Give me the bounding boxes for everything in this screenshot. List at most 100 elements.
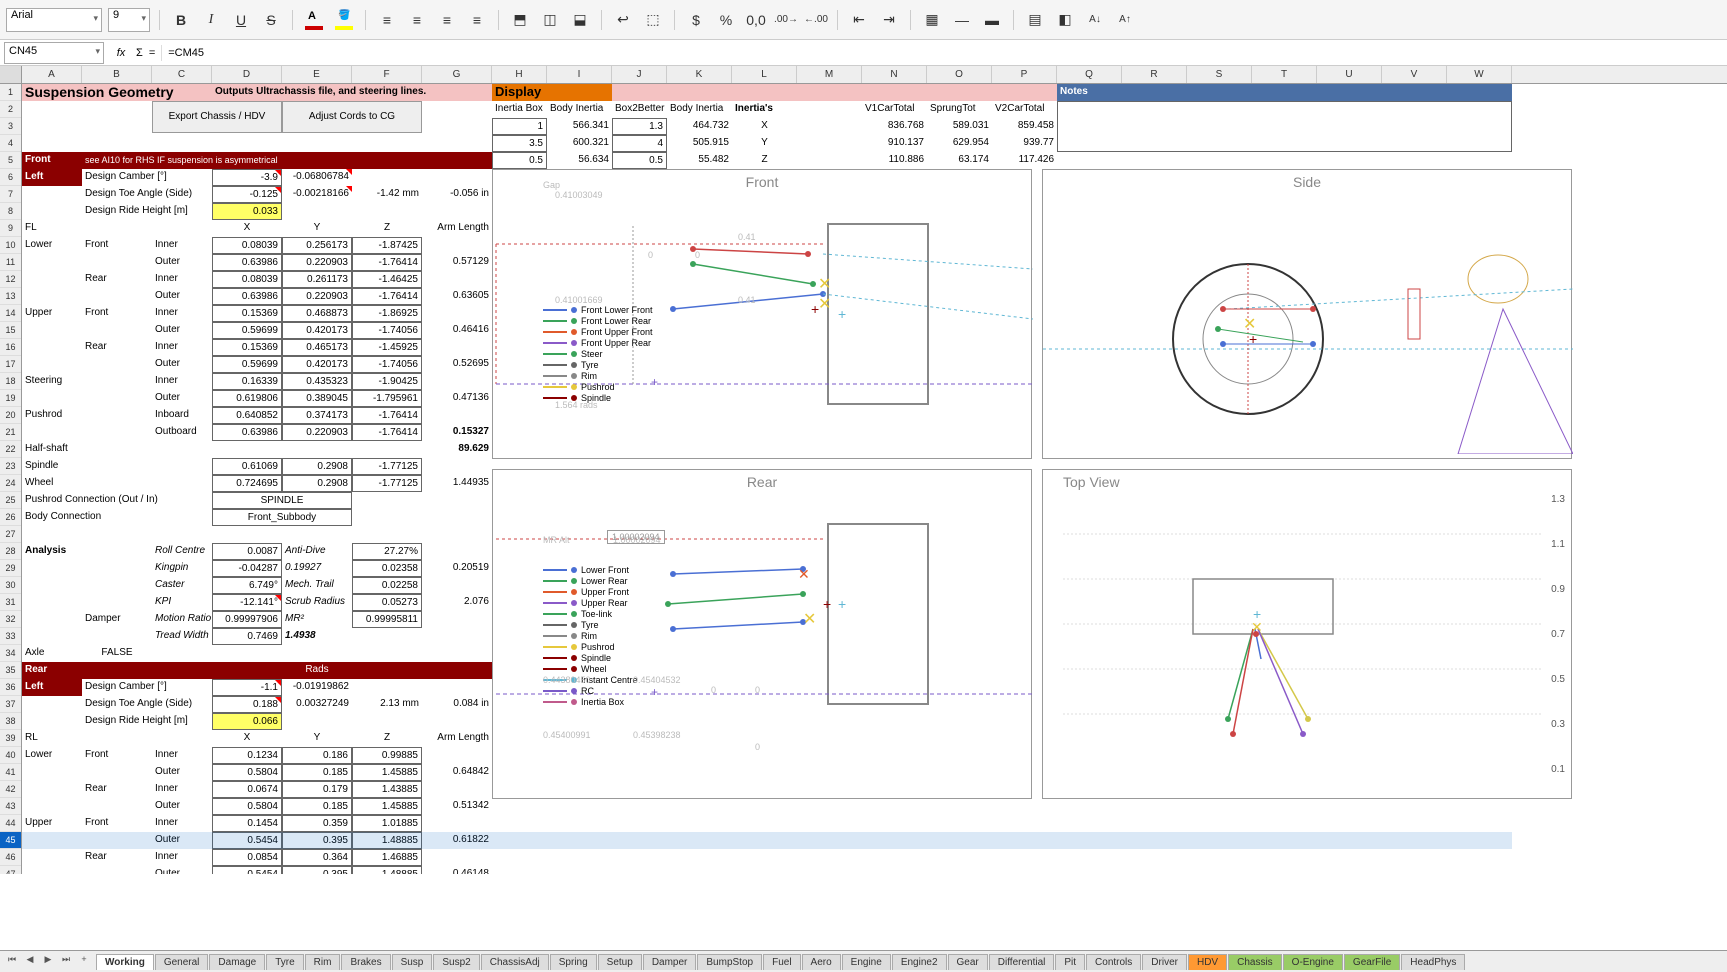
sheet-tab-chassisadj[interactable]: ChassisAdj xyxy=(481,954,549,970)
sheet-tab-rim[interactable]: Rim xyxy=(305,954,341,970)
align-left-button[interactable]: ≡ xyxy=(375,8,399,32)
row-header-27[interactable]: 27 xyxy=(0,526,21,543)
row-header-24[interactable]: 24 xyxy=(0,475,21,492)
row-header-38[interactable]: 38 xyxy=(0,713,21,730)
col-header-A[interactable]: A xyxy=(22,66,82,83)
sheet-tab-susp[interactable]: Susp xyxy=(392,954,433,970)
row-header-28[interactable]: 28 xyxy=(0,543,21,560)
sheet-tab-pit[interactable]: Pit xyxy=(1055,954,1085,970)
sheet-tab-tyre[interactable]: Tyre xyxy=(266,954,303,970)
row-header-36[interactable]: 36 xyxy=(0,679,21,696)
row-header-1[interactable]: 1 xyxy=(0,84,21,101)
col-header-O[interactable]: O xyxy=(927,66,992,83)
sheet-tab-gearfile[interactable]: GearFile xyxy=(1344,954,1400,970)
sheet-tab-gear[interactable]: Gear xyxy=(948,954,988,970)
row-header-35[interactable]: 35 xyxy=(0,662,21,679)
wrap-text-button[interactable]: ↩ xyxy=(611,8,635,32)
font-family-select[interactable]: Arial xyxy=(6,8,102,32)
align-center-button[interactable]: ≡ xyxy=(405,8,429,32)
row-header-46[interactable]: 46 xyxy=(0,849,21,866)
select-all-corner[interactable] xyxy=(0,66,22,83)
col-header-Q[interactable]: Q xyxy=(1057,66,1122,83)
valign-middle-button[interactable]: ◫ xyxy=(538,8,562,32)
align-justify-button[interactable]: ≡ xyxy=(465,8,489,32)
col-header-K[interactable]: K xyxy=(667,66,732,83)
row-header-9[interactable]: 9 xyxy=(0,220,21,237)
row-header-25[interactable]: 25 xyxy=(0,492,21,509)
bold-button[interactable]: B xyxy=(169,8,193,32)
sheet-tab-headphys[interactable]: HeadPhys xyxy=(1401,954,1465,970)
sheet-tab-fuel[interactable]: Fuel xyxy=(763,954,800,970)
sheet-tab-controls[interactable]: Controls xyxy=(1086,954,1141,970)
sheet-tab-susp2[interactable]: Susp2 xyxy=(433,954,479,970)
row-header-4[interactable]: 4 xyxy=(0,135,21,152)
sheet-tab-o-engine[interactable]: O-Engine xyxy=(1283,954,1343,970)
row-header-47[interactable]: 47 xyxy=(0,866,21,874)
sheet-tab-hdv[interactable]: HDV xyxy=(1188,954,1227,970)
currency-button[interactable]: $ xyxy=(684,8,708,32)
row-header-18[interactable]: 18 xyxy=(0,373,21,390)
col-header-I[interactable]: I xyxy=(547,66,612,83)
sheet-tab-general[interactable]: General xyxy=(155,954,209,970)
row-header-34[interactable]: 34 xyxy=(0,645,21,662)
autofilter-button[interactable]: ▤ xyxy=(1023,8,1047,32)
row-header-31[interactable]: 31 xyxy=(0,594,21,611)
col-header-L[interactable]: L xyxy=(732,66,797,83)
row-header-30[interactable]: 30 xyxy=(0,577,21,594)
sort-asc-button[interactable]: A↓ xyxy=(1083,8,1107,32)
decrease-decimal-button[interactable]: ←.00 xyxy=(804,8,828,32)
col-header-R[interactable]: R xyxy=(1122,66,1187,83)
borders-button[interactable]: ▦ xyxy=(920,8,944,32)
sheet-tab-brakes[interactable]: Brakes xyxy=(341,954,390,970)
col-header-U[interactable]: U xyxy=(1317,66,1382,83)
row-header-17[interactable]: 17 xyxy=(0,356,21,373)
adjust-cords-button[interactable]: Adjust Cords to CG xyxy=(282,101,422,133)
row-header-19[interactable]: 19 xyxy=(0,390,21,407)
sheet-tab-damage[interactable]: Damage xyxy=(209,954,265,970)
sheet-tab-setup[interactable]: Setup xyxy=(598,954,642,970)
col-header-F[interactable]: F xyxy=(352,66,422,83)
border-style-button[interactable]: — xyxy=(950,8,974,32)
row-header-26[interactable]: 26 xyxy=(0,509,21,526)
col-header-H[interactable]: H xyxy=(492,66,547,83)
col-header-W[interactable]: W xyxy=(1447,66,1512,83)
row-header-8[interactable]: 8 xyxy=(0,203,21,220)
fill-color-button[interactable]: 🪣 xyxy=(332,8,356,32)
tab-add-button[interactable]: + xyxy=(76,954,92,970)
row-header-40[interactable]: 40 xyxy=(0,747,21,764)
col-header-M[interactable]: M xyxy=(797,66,862,83)
name-box[interactable]: CN45 xyxy=(4,42,104,64)
italic-button[interactable]: I xyxy=(199,8,223,32)
sort-desc-button[interactable]: A↑ xyxy=(1113,8,1137,32)
formula-input[interactable]: =CM45 xyxy=(161,45,1727,61)
row-header-42[interactable]: 42 xyxy=(0,781,21,798)
col-header-D[interactable]: D xyxy=(212,66,282,83)
col-header-B[interactable]: B xyxy=(82,66,152,83)
row-header-44[interactable]: 44 xyxy=(0,815,21,832)
col-header-C[interactable]: C xyxy=(152,66,212,83)
col-header-V[interactable]: V xyxy=(1382,66,1447,83)
row-header-32[interactable]: 32 xyxy=(0,611,21,628)
comma-button[interactable]: 0,0 xyxy=(744,8,768,32)
row-header-2[interactable]: 2 xyxy=(0,101,21,118)
row-header-45[interactable]: 45 xyxy=(0,832,21,849)
row-header-5[interactable]: 5 xyxy=(0,152,21,169)
row-header-7[interactable]: 7 xyxy=(0,186,21,203)
row-header-23[interactable]: 23 xyxy=(0,458,21,475)
row-header-3[interactable]: 3 xyxy=(0,118,21,135)
row-header-16[interactable]: 16 xyxy=(0,339,21,356)
border-color-button[interactable]: ▬ xyxy=(980,8,1004,32)
col-header-P[interactable]: P xyxy=(992,66,1057,83)
sheet-tab-damper[interactable]: Damper xyxy=(643,954,697,970)
row-header-22[interactable]: 22 xyxy=(0,441,21,458)
tab-prev-button[interactable]: ◀ xyxy=(22,954,38,970)
font-size-select[interactable]: 9 xyxy=(108,8,150,32)
row-header-15[interactable]: 15 xyxy=(0,322,21,339)
row-header-43[interactable]: 43 xyxy=(0,798,21,815)
col-header-T[interactable]: T xyxy=(1252,66,1317,83)
row-header-6[interactable]: 6 xyxy=(0,169,21,186)
col-header-G[interactable]: G xyxy=(422,66,492,83)
sheet-tab-spring[interactable]: Spring xyxy=(550,954,597,970)
strikethrough-button[interactable]: S xyxy=(259,8,283,32)
percent-button[interactable]: % xyxy=(714,8,738,32)
